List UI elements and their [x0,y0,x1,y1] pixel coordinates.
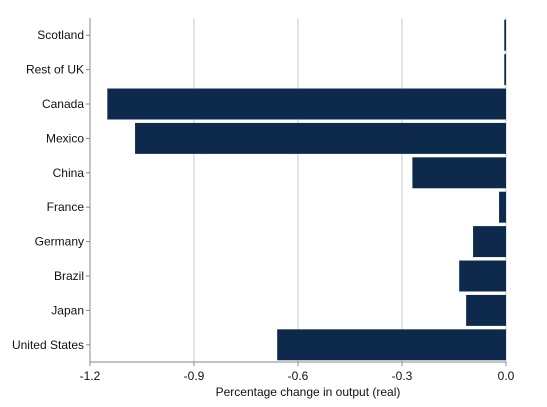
category-label: Canada [42,97,84,111]
x-tick-label: -0.9 [184,369,205,383]
bar-germany [473,226,506,258]
category-label: Brazil [54,269,84,283]
bar-france [499,191,506,223]
bar-canada [107,88,506,120]
bar-scotland [504,19,506,51]
bars [107,19,507,361]
bar-brazil [459,260,506,292]
grid-lines [89,18,507,362]
category-label: China [53,166,85,180]
bar-united-states [277,329,506,361]
category-label: United States [12,338,84,352]
bar-china [412,157,506,189]
category-label: France [47,200,85,214]
category-label: Japan [51,303,84,317]
bar-mexico [135,122,507,154]
category-label: Scotland [37,28,84,42]
category-label: Mexico [46,131,84,145]
bar-japan [466,294,506,326]
bar-rest-of-uk [504,54,506,86]
category-labels: Scotland Rest of UK Canada Mexico China Franc… [12,28,90,352]
x-axis-title: Percentage change in output (real) [216,385,401,399]
x-tick-label: -1.2 [80,369,101,383]
x-tick-label: -0.6 [288,369,309,383]
x-tick-label: 0.0 [498,369,515,383]
x-tick-label: -0.3 [392,369,413,383]
category-label: Rest of UK [26,63,84,77]
x-tick-labels: -1.2 -0.9 -0.6 -0.3 0.0 [80,362,515,383]
category-label: Germany [35,235,84,249]
